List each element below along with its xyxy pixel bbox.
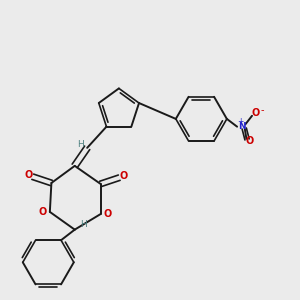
Text: -: - [261, 105, 264, 115]
Text: H: H [80, 220, 87, 230]
Text: O: O [245, 136, 254, 146]
Text: O: O [24, 170, 32, 180]
Text: H: H [77, 140, 84, 149]
Text: O: O [103, 209, 112, 219]
Text: O: O [39, 207, 47, 217]
Text: +: + [237, 117, 243, 126]
Text: O: O [119, 171, 128, 181]
Text: N: N [238, 122, 246, 131]
Text: O: O [252, 108, 260, 118]
